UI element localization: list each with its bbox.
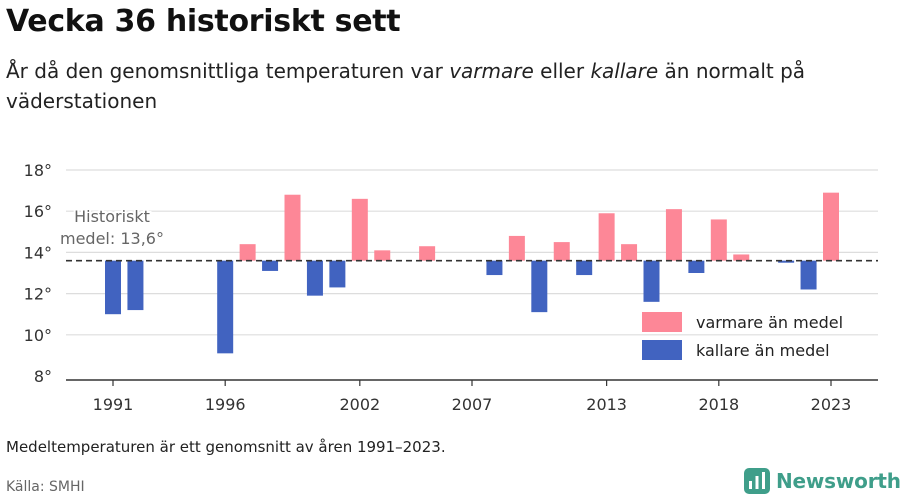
bar-2002: [351, 198, 368, 261]
x-tick-label: 2002: [339, 395, 380, 414]
bar-2015: [643, 260, 660, 302]
brand-logo: Newsworthy: [744, 468, 900, 494]
bar-2012: [576, 260, 593, 276]
newsworthy-logo-icon: [744, 468, 770, 494]
bar-2001: [329, 260, 346, 288]
bar-1998: [262, 260, 279, 271]
legend-warm-swatch: [642, 312, 682, 332]
bar-1991: [105, 260, 121, 315]
bar-2019: [733, 254, 750, 261]
bar-2023: [823, 192, 839, 261]
y-tick-label: 18°: [24, 161, 52, 180]
y-tick-label: 8°: [34, 367, 52, 386]
chart-title: Vecka 36 historiskt sett: [6, 4, 401, 39]
bars: [105, 192, 839, 354]
y-tick-label: 16°: [24, 202, 52, 221]
bar-2013: [598, 213, 615, 261]
y-tick-label: 10°: [24, 326, 52, 345]
x-tick-label: 1996: [205, 395, 246, 414]
y-axis-ticks: 8° 10° 12° 14° 16° 18°: [24, 161, 52, 386]
y-tick-label: 12°: [24, 285, 52, 304]
x-tick-label: 2023: [811, 395, 852, 414]
subtitle-part1: År då den genomsnittliga temperaturen va…: [6, 59, 450, 83]
baseline-label-line1: Historiskt: [74, 207, 150, 226]
x-axis-ticks: 1991 1996 2002 2007 2013 2018 2023: [93, 380, 852, 414]
subtitle-part2: eller: [533, 59, 591, 83]
bar-2016: [665, 209, 682, 261]
legend-cold-swatch: [642, 340, 682, 360]
x-tick-label: 2018: [698, 395, 739, 414]
bar-2000: [306, 260, 323, 296]
bar-2005: [419, 246, 436, 261]
bar-2014: [621, 244, 638, 261]
bar-1997: [239, 244, 256, 261]
bar-1992: [127, 260, 144, 311]
subtitle-warmer: varmare: [449, 59, 534, 83]
bar-chart: 8° 10° 12° 14° 16° 18° Historiskt medel: 13,6…: [24, 161, 878, 414]
chart-subtitle: År då den genomsnittliga temperaturen va…: [6, 56, 866, 116]
brand-name: Newsworthy: [776, 469, 900, 493]
bar-2010: [531, 260, 548, 313]
footnote: Medeltemperaturen är ett genomsnitt av å…: [6, 438, 446, 456]
bar-2017: [688, 260, 705, 273]
bar-2022: [800, 260, 817, 290]
bar-2008: [486, 260, 503, 276]
bar-1996: [217, 260, 234, 354]
bar-2003: [374, 250, 391, 261]
legend: varmare än medel kallare än medel: [642, 312, 843, 360]
bar-2018: [710, 219, 727, 261]
baseline-label-line2: medel: 13,6°: [60, 229, 164, 248]
bar-2021: [778, 260, 795, 263]
bar-2011: [553, 242, 570, 261]
y-tick-label: 14°: [24, 243, 52, 262]
subtitle-part3: än normalt på väderstationen: [6, 59, 806, 113]
gridlines: [66, 169, 878, 336]
bar-2009: [508, 235, 525, 261]
legend-warm-label: varmare än medel: [696, 313, 843, 332]
x-tick-label: 2013: [586, 395, 627, 414]
x-tick-label: 1991: [93, 395, 134, 414]
x-tick-label: 2007: [452, 395, 493, 414]
source-note: Källa: SMHI: [6, 479, 85, 495]
subtitle-colder: kallare: [590, 59, 659, 83]
legend-cold-label: kallare än medel: [696, 341, 830, 360]
bar-1999: [284, 194, 301, 261]
